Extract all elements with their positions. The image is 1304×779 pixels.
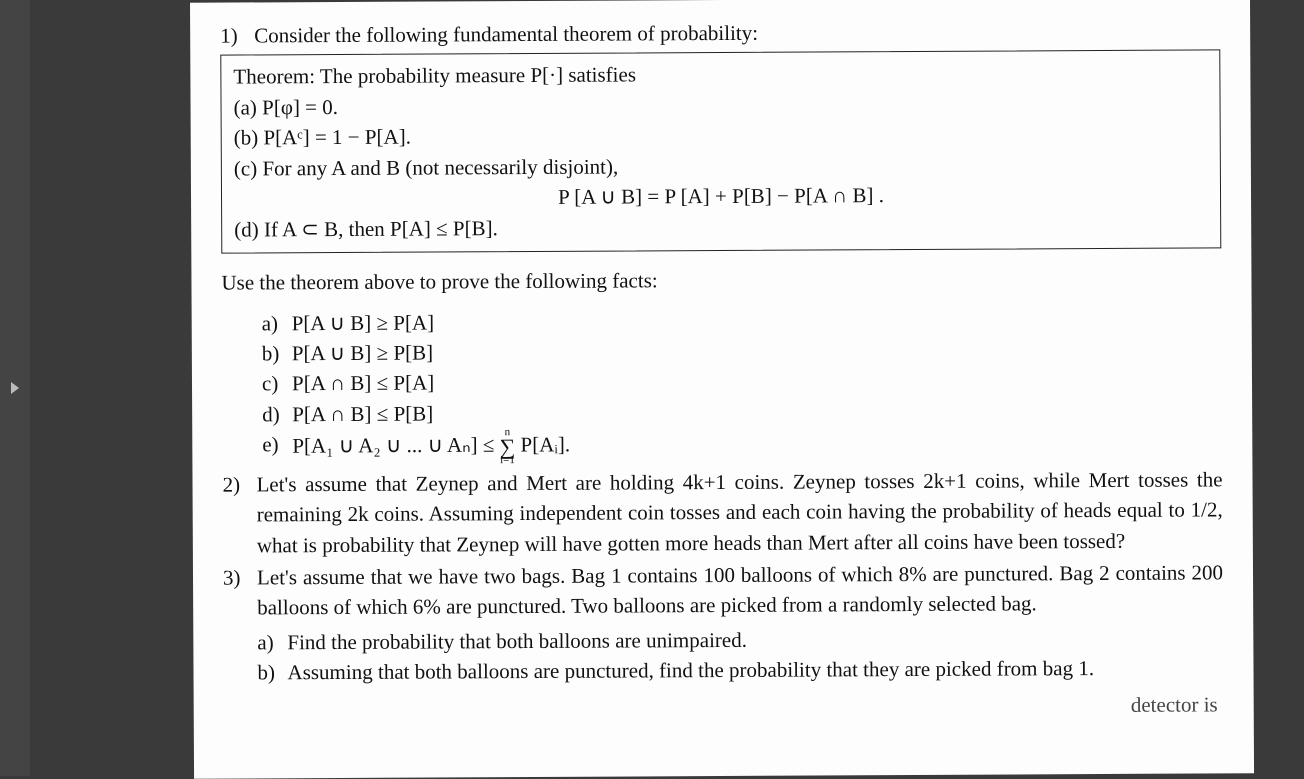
- question-3: 3) Let's assume that we have two bags. B…: [223, 557, 1224, 688]
- fact-e: e) P[A₁ ∪ A₂ ∪ ... ∪ Aₙ] ≤ n∑i=1 P[Aᵢ].: [262, 425, 1222, 467]
- q2-text: Let's assume that Zeynep and Mert are ho…: [256, 464, 1222, 560]
- q1-number: 1): [220, 20, 254, 55]
- fact-c: c) P[A ∩ B] ≤ P[A]: [262, 364, 1222, 399]
- chevron-right-icon: [11, 382, 19, 394]
- q3-lead: Let's assume that we have two bags. Bag …: [257, 557, 1223, 623]
- fact-d: d) P[A ∩ B] ≤ P[B]: [262, 394, 1222, 429]
- fact-a: a) P[A ∪ B] ≥ P[A]: [262, 303, 1222, 338]
- fact-b: b) P[A ∪ B] ≥ P[B]: [262, 333, 1222, 368]
- sidebar-expand-handle[interactable]: [0, 0, 30, 776]
- theorem-heading: Theorem: The probability measure P[·] sa…: [233, 57, 1207, 93]
- q2-number: 2): [222, 469, 256, 560]
- q1-intro: Consider the following fundamental theor…: [254, 15, 1220, 50]
- theorem-b: (b) P[Aᶜ] = 1 − P[A].: [234, 118, 1208, 154]
- theorem-a: (a) P[φ] = 0.: [233, 87, 1207, 123]
- q3-b: b) Assuming that both balloons are punct…: [257, 653, 1223, 688]
- theorem-box: Theorem: The probability measure P[·] sa…: [220, 50, 1221, 254]
- theorem-c-eq: P [A ∪ B] = P [A] + P[B] − P[A ∩ B] .: [234, 179, 1208, 215]
- q1-use: Use the theorem above to prove the follo…: [221, 262, 1221, 298]
- theorem-d: (d) If A ⊂ B, then P[A] ≤ P[B].: [234, 209, 1208, 245]
- q1-facts-list: a) P[A ∪ B] ≥ P[A] b) P[A ∪ B] ≥ P[B] c)…: [262, 303, 1223, 467]
- sigma-icon: n∑i=1: [499, 428, 515, 465]
- cutoff-line: detector is: [224, 689, 1224, 725]
- question-1: 1) Consider the following fundamental th…: [220, 15, 1220, 55]
- question-2: 2) Let's assume that Zeynep and Mert are…: [222, 464, 1222, 561]
- q3-number: 3): [223, 562, 258, 688]
- q3-a: a) Find the probability that both balloo…: [257, 622, 1223, 657]
- document-page: 1) Consider the following fundamental th…: [190, 0, 1254, 779]
- theorem-c-lead: (c) For any A and B (not necessarily dis…: [234, 148, 1208, 184]
